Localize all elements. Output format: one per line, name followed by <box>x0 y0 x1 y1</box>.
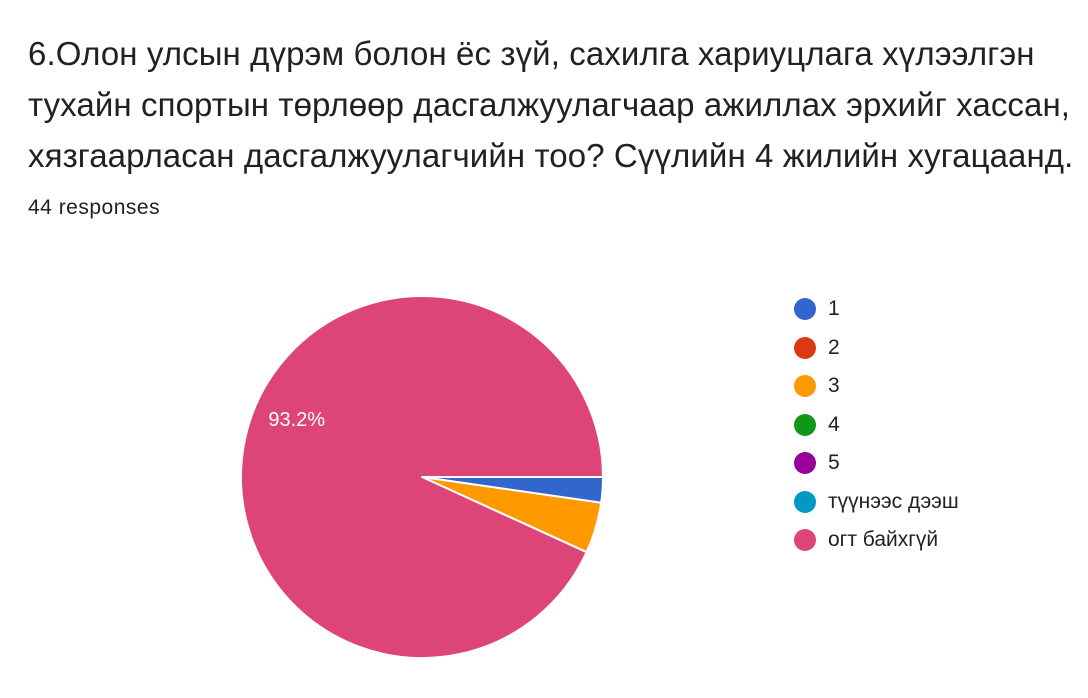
legend-swatch <box>794 298 816 321</box>
chart-legend: 1 2 3 4 5 түүнээс дээш огт байхгүй <box>794 290 959 560</box>
legend-label: 5 <box>828 451 840 475</box>
legend-label: 2 <box>828 335 840 359</box>
legend-swatch <box>794 529 816 552</box>
legend-item[interactable]: 5 <box>794 444 959 483</box>
legend-swatch <box>794 452 816 475</box>
legend-item[interactable]: 1 <box>794 290 959 329</box>
legend-swatch <box>794 490 816 513</box>
legend-item[interactable]: 4 <box>794 406 959 445</box>
legend-item[interactable]: огт байхгүй <box>794 521 959 560</box>
legend-label: түүнээс дээш <box>828 489 959 513</box>
legend-item[interactable]: 2 <box>794 329 959 368</box>
question-title: 6.Олон улсын дүрэм болон ёс зүй, сахилга… <box>28 35 1074 174</box>
legend-label: 4 <box>828 412 840 436</box>
legend-label: огт байхгүй <box>828 528 939 552</box>
legend-item[interactable]: түүнээс дээш <box>794 483 959 522</box>
legend-swatch <box>794 375 816 398</box>
pie-slice-6 <box>240 295 604 659</box>
legend-item[interactable]: 3 <box>794 367 959 406</box>
response-count: 44 responses <box>28 196 161 219</box>
legend-swatch <box>794 336 816 359</box>
legend-label: 1 <box>828 297 840 321</box>
legend-swatch <box>794 413 816 436</box>
legend-label: 3 <box>828 374 840 398</box>
pie-data-label-0: 93.2% <box>268 409 325 431</box>
